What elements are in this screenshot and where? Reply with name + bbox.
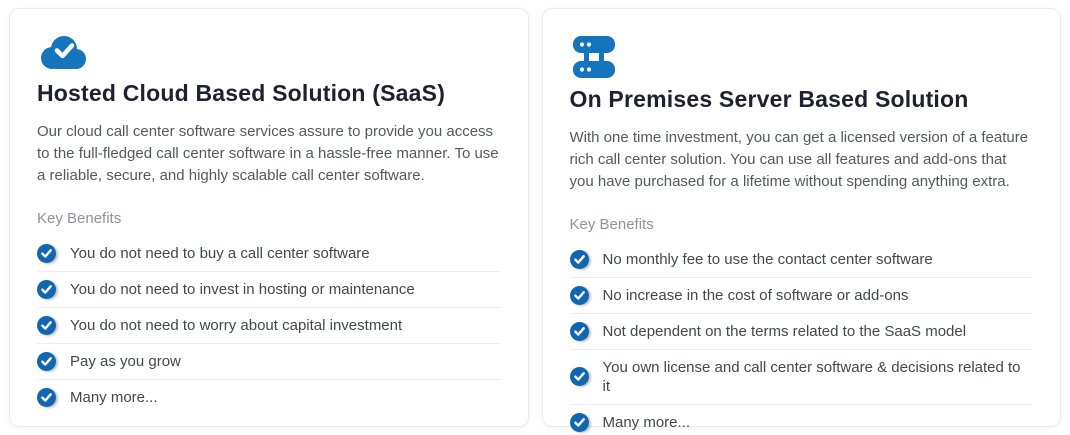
card-title-on-premises: On Premises Server Based Solution xyxy=(569,86,969,112)
benefit-row: Many more... xyxy=(37,380,500,415)
benefit-text: Many more... xyxy=(602,413,691,431)
check-circle-icon xyxy=(37,279,56,299)
check-circle-icon xyxy=(37,351,56,371)
benefit-row: Pay as you grow xyxy=(37,344,500,380)
benefits-list-on-premises: No monthly fee to use the contact center… xyxy=(569,242,1033,435)
check-circle-icon xyxy=(569,367,589,387)
benefit-text: You do not need to worry about capital i… xyxy=(70,316,403,334)
benefits-list-hosted-cloud: You do not need to buy a call center sof… xyxy=(37,236,500,415)
check-circle-icon xyxy=(569,321,589,341)
benefit-row: You do not need to invest in hosting or … xyxy=(37,272,500,308)
benefit-text: Many more... xyxy=(70,388,158,406)
card-title-hosted-cloud: Hosted Cloud Based Solution (SaaS) xyxy=(37,80,446,106)
benefits-label: Key Benefits xyxy=(569,215,654,233)
benefit-text: You do not need to invest in hosting or … xyxy=(70,280,415,298)
check-circle-icon xyxy=(37,243,56,263)
benefit-row: You do not need to buy a call center sof… xyxy=(37,236,500,272)
benefits-label: Key Benefits xyxy=(37,209,122,227)
benefit-text: Pay as you grow xyxy=(70,352,181,370)
check-circle-icon xyxy=(569,285,589,305)
check-circle-icon xyxy=(37,315,56,335)
benefit-text: No monthly fee to use the contact center… xyxy=(602,250,933,268)
check-circle-icon xyxy=(569,249,589,269)
check-circle-icon xyxy=(37,387,56,407)
benefit-text: No increase in the cost of software or a… xyxy=(602,286,909,304)
benefit-row: You own license and call center software… xyxy=(569,350,1032,405)
card-description-hosted-cloud: Our cloud call center software services … xyxy=(37,122,499,184)
benefit-row: Many more... xyxy=(569,405,1033,435)
benefit-row: You do not need to worry about capital i… xyxy=(37,308,500,344)
card-hosted-cloud-saas: Hosted Cloud Based Solution (SaaS) Our c… xyxy=(9,8,529,427)
benefit-text: You do not need to buy a call center sof… xyxy=(70,244,370,262)
benefit-text: You own license and call center software… xyxy=(602,358,1021,395)
server-icon xyxy=(570,34,1033,80)
cloud-check-icon xyxy=(37,34,500,74)
card-on-premises-server: On Premises Server Based Solution With o… xyxy=(541,8,1061,432)
card-description-on-premises: With one time investment, you can get a … xyxy=(569,128,1029,190)
benefit-row: No monthly fee to use the contact center… xyxy=(569,242,1032,278)
benefit-text: Not dependent on the terms related to th… xyxy=(602,322,967,340)
benefit-row: No increase in the cost of software or a… xyxy=(569,278,1032,314)
benefit-row: Not dependent on the terms related to th… xyxy=(569,314,1032,350)
check-circle-icon xyxy=(569,412,589,432)
